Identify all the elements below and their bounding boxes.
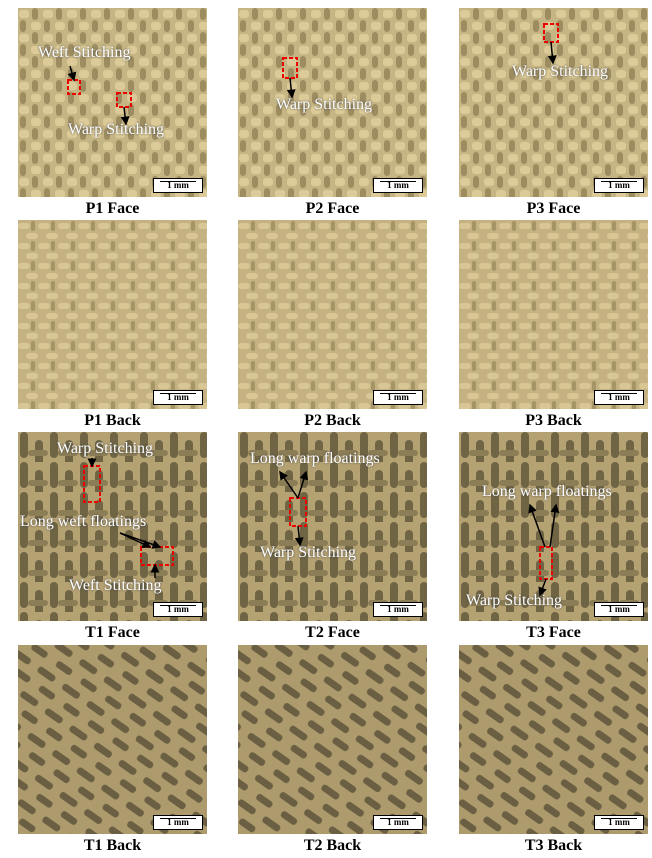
annotation: Warp Stitching <box>68 121 164 139</box>
annotation: Warp Stitching <box>512 63 608 81</box>
annotation: Weft Stitching <box>69 577 161 595</box>
annotation: Long weft floatings <box>20 513 146 531</box>
annotation: Warp Stitching <box>260 544 356 562</box>
annotation: Weft Stitching <box>38 44 130 62</box>
annotation: Warp Stitching <box>57 440 153 458</box>
annotation: Long warp floatings <box>482 483 612 501</box>
figure: 1 mmP1 FaceWeft StitchingWarp Stitching1… <box>0 0 652 858</box>
annotation: Warp Stitching <box>276 96 372 114</box>
annotation: Long warp floatings <box>250 450 380 468</box>
annotation: Warp Stitching <box>466 592 562 610</box>
